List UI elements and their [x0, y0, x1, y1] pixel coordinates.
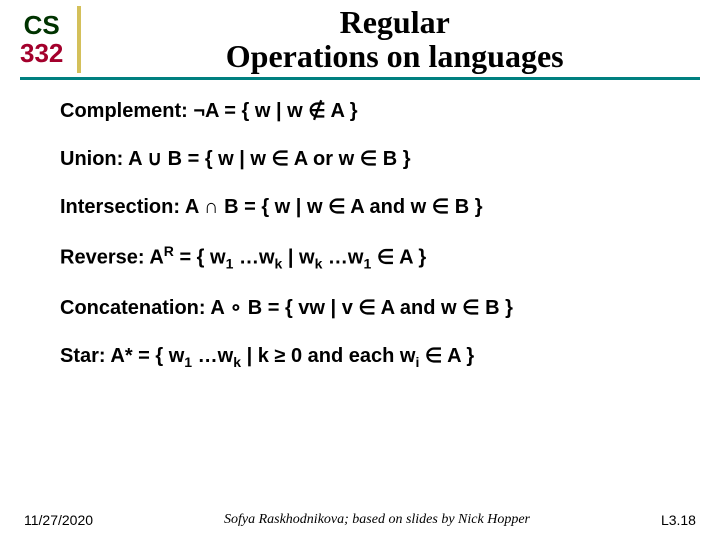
slide-footer: 11/27/2020 Sofya Raskhodnikova; based on…	[0, 512, 720, 528]
header-rule	[20, 77, 700, 80]
title-block: Regular Operations on languages	[89, 6, 700, 73]
union-mid: B = { w | w	[162, 148, 272, 170]
complement-line: Complement: ¬A = { w | w ∉ A }	[60, 98, 660, 124]
in-symbol: ∈	[371, 247, 394, 269]
slide-header: CS 332 Regular Operations on languages	[0, 0, 720, 73]
logo-divider	[77, 6, 81, 73]
concat-mid2: A and w	[376, 297, 462, 319]
intersection-post: B }	[449, 196, 482, 218]
star-label: Star: A* = { w	[60, 345, 184, 367]
notin-symbol: ∉	[308, 100, 325, 122]
sub-k: k	[233, 354, 241, 370]
intersection-line: Intersection: A ∩ B = { w | w ∈ A and w …	[60, 194, 660, 220]
title-line-1: Regular	[89, 6, 700, 40]
reverse-dots1: …w	[233, 247, 274, 269]
concat-mid: B = { vw | v	[242, 297, 358, 319]
star-line: Star: A* = { w1 …wk | k ≥ 0 and each wi …	[60, 343, 660, 371]
reverse-eq: = { w	[174, 247, 226, 269]
reverse-dots2: …w	[322, 247, 363, 269]
in-symbol: ∈	[432, 196, 449, 218]
complement-pre: ¬A = { w | w	[193, 100, 308, 122]
complement-post: A }	[326, 100, 358, 122]
reverse-line: Reverse: AR = { w1 …wk | wk …w1 ∈ A }	[60, 242, 660, 273]
star-mid: | k ≥ 0 and each w	[241, 345, 415, 367]
sub-1: 1	[184, 354, 192, 370]
reverse-mid: | w	[282, 247, 314, 269]
union-label: Union: A	[60, 148, 147, 170]
footer-page: L3.18	[661, 512, 696, 528]
in-symbol: ∈	[358, 297, 375, 319]
concat-post: B }	[480, 297, 513, 319]
star-dots: …w	[192, 345, 233, 367]
union-line: Union: A ∪ B = { w | w ∈ A or w ∈ B }	[60, 146, 660, 172]
in-symbol: ∈	[272, 148, 289, 170]
footer-date: 11/27/2020	[24, 512, 93, 528]
union-post: B }	[377, 148, 410, 170]
concat-label: Concatenation: A	[60, 297, 230, 319]
course-logo: CS 332	[20, 12, 63, 67]
in-symbol: ∈	[328, 196, 345, 218]
intersection-mid: B = { w | w	[219, 196, 329, 218]
concat-symbol: ∘	[230, 297, 243, 319]
union-symbol: ∪	[147, 148, 162, 170]
logo-top: CS	[20, 12, 63, 39]
title-line-2: Operations on languages	[89, 40, 700, 74]
intersection-label: Intersection: A	[60, 196, 204, 218]
reverse-post: A }	[394, 247, 426, 269]
reverse-sup: R	[164, 243, 174, 259]
slide-content: Complement: ¬A = { w | w ∉ A } Union: A …	[0, 98, 720, 371]
in-symbol: ∈	[462, 297, 479, 319]
intersection-symbol: ∩	[204, 196, 218, 218]
reverse-label: Reverse: A	[60, 247, 164, 269]
intersection-mid2: A and w	[345, 196, 431, 218]
star-post: A }	[442, 345, 474, 367]
union-mid2: A or w	[289, 148, 360, 170]
in-symbol: ∈	[360, 148, 377, 170]
complement-label: Complement:	[60, 100, 193, 122]
footer-credit: Sofya Raskhodnikova; based on slides by …	[224, 512, 530, 528]
logo-bottom: 332	[20, 40, 63, 67]
in-symbol: ∈	[419, 345, 442, 367]
concat-line: Concatenation: A ∘ B = { vw | v ∈ A and …	[60, 295, 660, 321]
